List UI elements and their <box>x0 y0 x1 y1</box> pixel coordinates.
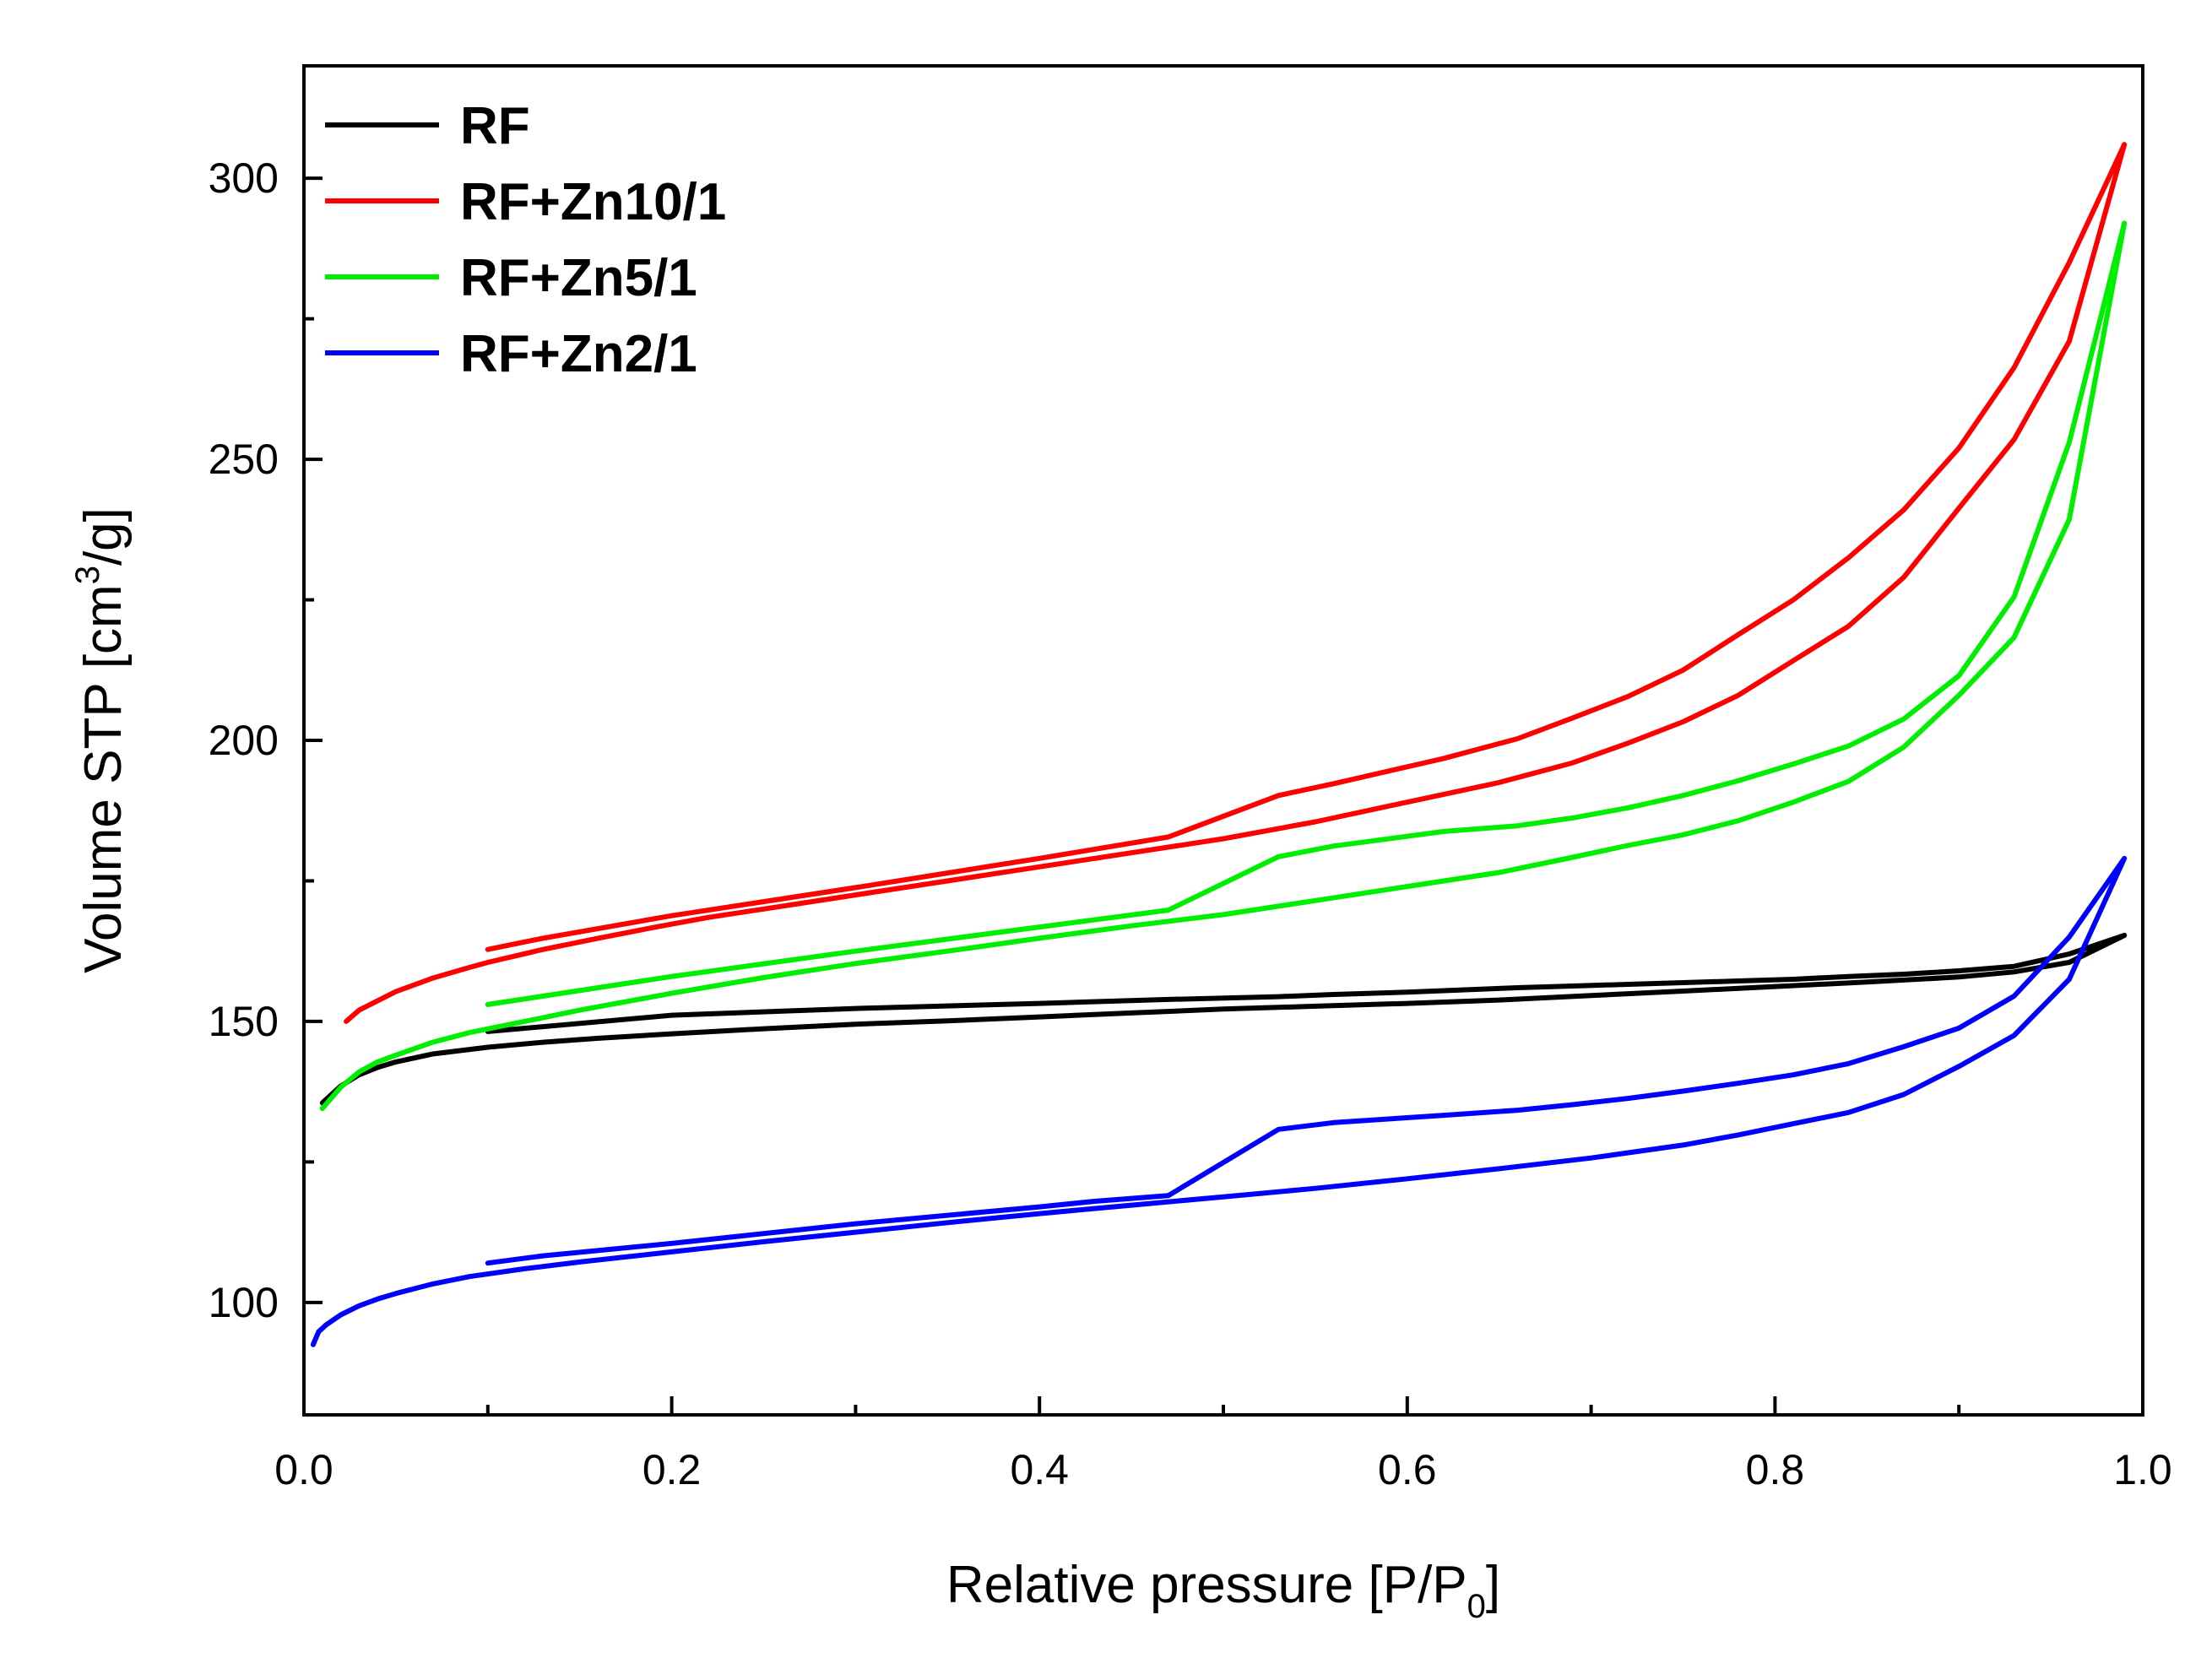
series-lines <box>310 142 2128 1347</box>
y-tick-label: 150 <box>209 998 279 1045</box>
tick-labels: 0.0 0.2 0.4 0.6 0.8 1.0 100 150 200 250 300 <box>209 154 2172 1493</box>
y-axis-title: Volume STP [cm3/g] <box>69 507 133 973</box>
legend: RF RF+Zn10/1 RF+Zn5/1 RF+Zn2/1 <box>325 97 726 383</box>
x-axis-title: Relative pressure [P/P0] <box>946 1556 1500 1625</box>
series-line-rf <box>319 933 2128 1106</box>
plot-frame <box>302 64 2144 1417</box>
x-tick-label: 0.0 <box>274 1446 333 1493</box>
y-tick-label: 100 <box>209 1279 279 1326</box>
legend-label-rf-zn5-1: RF+Zn5/1 <box>460 249 697 307</box>
series-line-rf-zn2-1 <box>310 855 2128 1347</box>
series-line-rf-zn10-1 <box>344 142 2128 1024</box>
x-tick-label: 0.4 <box>1010 1446 1069 1493</box>
legend-label-rf-zn2-1: RF+Zn2/1 <box>460 325 697 383</box>
legend-label-rf-zn10-1: RF+Zn10/1 <box>460 173 726 231</box>
x-tick-label: 0.2 <box>642 1446 702 1493</box>
legend-label-rf: RF <box>460 97 530 155</box>
x-tick-label: 0.8 <box>1746 1446 1805 1493</box>
y-tick-label: 250 <box>209 436 279 483</box>
y-tick-label: 300 <box>209 154 279 202</box>
y-tick-label: 200 <box>209 717 279 764</box>
x-tick-label: 1.0 <box>2113 1446 2172 1493</box>
x-tick-label: 0.6 <box>1378 1446 1437 1493</box>
series-line-rf-zn5-1 <box>319 220 2128 1112</box>
